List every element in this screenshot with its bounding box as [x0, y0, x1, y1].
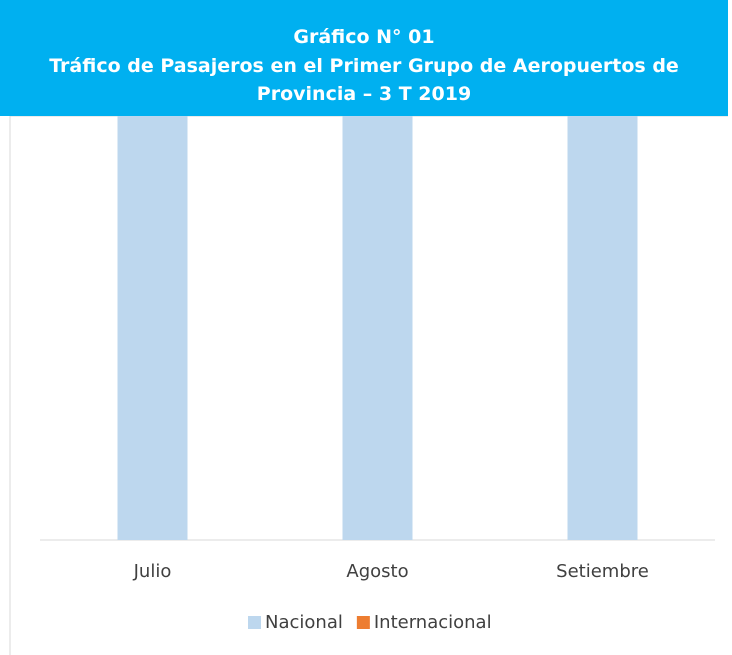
chart-title: Gráfico N° 01: [293, 26, 435, 48]
legend-swatch: [356, 616, 370, 629]
chart-subtitle: Tráfico de Pasajeros en el Primer Grupo …: [49, 55, 679, 105]
chart-header: Gráfico N° 01 Tráfico de Pasajeros en el…: [0, 0, 728, 116]
legend-label: Internacional: [374, 612, 492, 633]
x-tick-label: Setiembre: [556, 561, 649, 582]
legend-label: Nacional: [265, 612, 343, 633]
x-tick-label: Agosto: [346, 561, 408, 582]
legend-swatch: [248, 616, 261, 629]
x-tick-label: Julio: [133, 561, 172, 582]
